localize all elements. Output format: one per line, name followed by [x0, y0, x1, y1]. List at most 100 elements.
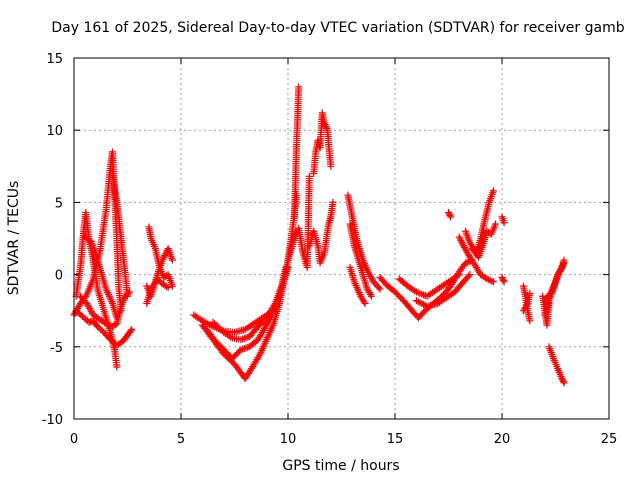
data-point [160, 253, 168, 261]
data-point [128, 325, 136, 333]
data-point [168, 282, 176, 290]
data-point [455, 271, 463, 279]
data-point [463, 258, 471, 266]
data-point [546, 290, 554, 298]
data-point [446, 211, 454, 219]
data-point [305, 172, 313, 180]
series-arc-ab [445, 209, 455, 221]
data-point [164, 284, 172, 292]
data-point [557, 264, 565, 272]
data-point [559, 261, 567, 269]
data-point [462, 259, 470, 267]
y-tick-label: 0 [55, 269, 63, 284]
data-point [485, 276, 493, 284]
data-point [500, 278, 508, 286]
data-point [483, 275, 491, 283]
data-point [295, 83, 303, 91]
grid-lines [74, 58, 609, 419]
data-point [113, 314, 121, 322]
data-point [465, 272, 473, 280]
series-arc-b [72, 209, 121, 371]
data-point [499, 276, 507, 284]
data-point [447, 213, 455, 221]
data-point [161, 252, 169, 260]
y-tick-label: 5 [55, 196, 63, 211]
data-point [488, 277, 496, 285]
chart-title: Day 161 of 2025, Sidereal Day-to-day VTE… [51, 20, 624, 36]
data-point [284, 263, 292, 271]
series-arc-f [109, 170, 131, 300]
x-tick-label: 25 [601, 432, 618, 447]
x-tick-label: 0 [70, 432, 78, 447]
x-tick-label: 5 [177, 432, 185, 447]
y-axis-label: SDTVAR / TECUs [6, 181, 22, 296]
series-arc-i [143, 275, 172, 307]
data-point [557, 266, 565, 274]
series-arc-q [305, 198, 337, 267]
y-tick-label: -10 [42, 413, 63, 428]
data-point [456, 235, 464, 243]
series-arc-ah [541, 259, 568, 305]
data-point [560, 259, 568, 267]
series-arc-y [462, 187, 497, 257]
y-tick-label: 10 [46, 124, 63, 139]
y-tick-label: 15 [46, 52, 63, 67]
data-point [486, 276, 494, 284]
data-point [104, 320, 112, 328]
series-arc-e [81, 233, 121, 322]
x-tick-label: 10 [280, 432, 297, 447]
series-arc-m [209, 263, 292, 344]
data-point [526, 289, 534, 297]
data-point [329, 198, 337, 206]
data-point [376, 285, 384, 293]
x-tick-label: 15 [387, 432, 404, 447]
data-point [489, 187, 497, 195]
data-point [526, 317, 534, 325]
data-point [489, 278, 497, 286]
y-tick-label: -5 [50, 341, 63, 356]
series-arc-c [76, 288, 134, 331]
data-point [227, 333, 235, 341]
series-arc-w [412, 271, 474, 310]
series-arc-o [284, 172, 313, 271]
series-arc-ac [498, 273, 508, 286]
data-points [70, 83, 568, 387]
data-point [560, 379, 568, 387]
data-point [127, 327, 135, 335]
series-arc-ae [519, 289, 534, 315]
data-point [124, 292, 131, 300]
series-arc-s [346, 220, 375, 300]
data-point [361, 299, 369, 307]
data-point [559, 377, 567, 385]
data-point [163, 283, 171, 291]
data-point [500, 219, 508, 227]
plot-frame [73, 57, 610, 420]
data-point [457, 237, 465, 245]
series-arc-n [290, 83, 303, 221]
x-axis-label: GPS time / hours [282, 458, 399, 474]
data-point [466, 271, 474, 279]
axis-ticks: 0 5 10 15 20 25 -10 -5 0 5 10 15 [42, 52, 618, 447]
data-point [556, 268, 564, 276]
series-arc-ai [545, 343, 568, 387]
data-point [458, 238, 466, 246]
data-point [327, 162, 335, 170]
series-arc-t [346, 263, 369, 307]
series-arc-x [455, 233, 497, 286]
data-point [367, 292, 375, 300]
data-point [102, 320, 110, 328]
series-arc-v [395, 271, 463, 300]
data-point [558, 263, 566, 271]
series-arc-z [468, 220, 500, 261]
x-tick-label: 20 [494, 432, 511, 447]
series-arc-p [310, 109, 335, 178]
data-point [375, 284, 383, 292]
series-arc-k [198, 191, 301, 383]
series-arc-aa [498, 213, 508, 227]
data-point [455, 233, 463, 241]
data-point [492, 220, 500, 228]
data-point [168, 256, 176, 264]
series-arc-d [72, 307, 136, 349]
data-point [113, 363, 121, 371]
